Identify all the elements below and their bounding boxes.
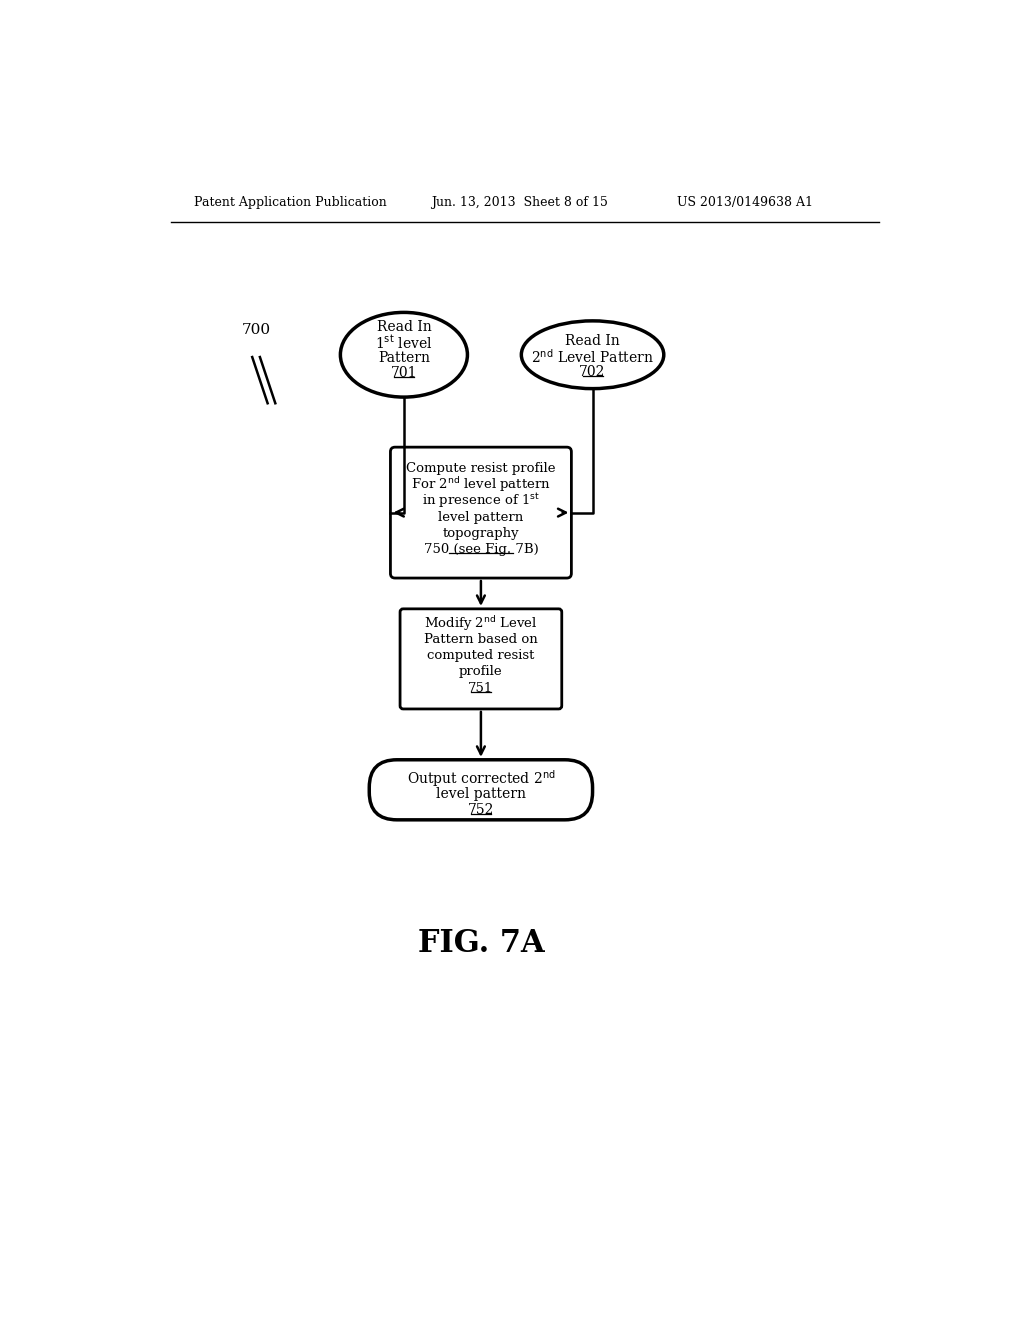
Text: 750 (see Fig. 7B): 750 (see Fig. 7B)	[424, 543, 539, 556]
Text: profile: profile	[459, 665, 503, 678]
Text: Pattern based on: Pattern based on	[424, 634, 538, 647]
Text: Pattern: Pattern	[378, 351, 430, 364]
Text: 700: 700	[243, 323, 271, 337]
Text: level pattern: level pattern	[436, 788, 526, 801]
Text: computed resist: computed resist	[427, 649, 535, 663]
Text: Output corrected 2$^{\sf nd}$: Output corrected 2$^{\sf nd}$	[407, 768, 555, 789]
Text: US 2013/0149638 A1: US 2013/0149638 A1	[677, 197, 813, 209]
Text: 2$^{\sf nd}$ Level Pattern: 2$^{\sf nd}$ Level Pattern	[531, 347, 654, 366]
Ellipse shape	[340, 313, 467, 397]
Text: Compute resist profile: Compute resist profile	[407, 462, 556, 475]
Text: For 2$^{\sf nd}$ level pattern: For 2$^{\sf nd}$ level pattern	[411, 475, 551, 494]
Text: FIG. 7A: FIG. 7A	[418, 928, 544, 960]
FancyBboxPatch shape	[370, 760, 593, 820]
Text: 702: 702	[580, 364, 606, 379]
Text: 701: 701	[391, 366, 417, 380]
Ellipse shape	[521, 321, 664, 388]
Text: 1$^{\sf st}$ level: 1$^{\sf st}$ level	[375, 334, 432, 351]
Text: topography: topography	[442, 527, 519, 540]
Text: Modify 2$^{\sf nd}$ Level: Modify 2$^{\sf nd}$ Level	[424, 614, 538, 632]
Text: 751: 751	[468, 681, 494, 694]
Text: 752: 752	[468, 803, 495, 817]
FancyBboxPatch shape	[400, 609, 562, 709]
Text: Read In: Read In	[377, 319, 431, 334]
Text: in presence of 1$^{\sf st}$: in presence of 1$^{\sf st}$	[422, 492, 540, 511]
Text: Jun. 13, 2013  Sheet 8 of 15: Jun. 13, 2013 Sheet 8 of 15	[431, 197, 607, 209]
Text: Read In: Read In	[565, 334, 620, 348]
FancyBboxPatch shape	[390, 447, 571, 578]
Text: level pattern: level pattern	[438, 511, 523, 524]
Text: Patent Application Publication: Patent Application Publication	[194, 197, 386, 209]
